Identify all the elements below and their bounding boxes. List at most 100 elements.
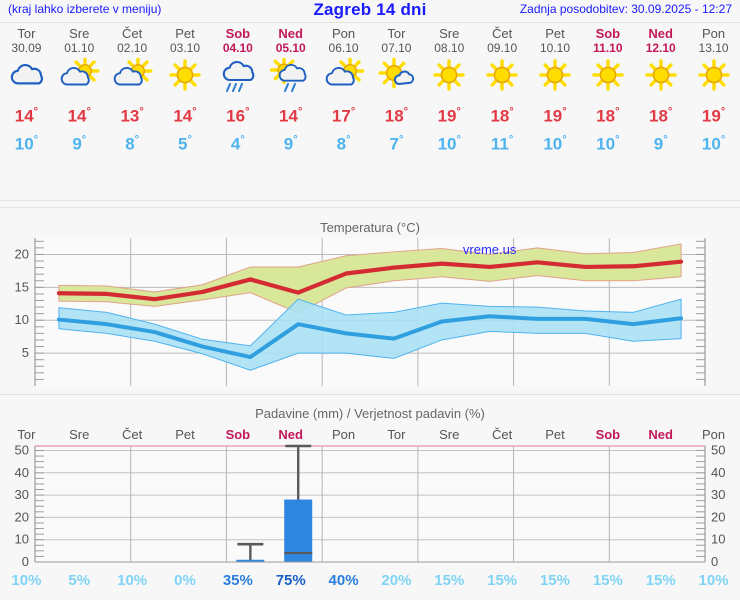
day-date: 07.10 <box>381 41 412 55</box>
weather-icon-slot <box>423 58 476 96</box>
day-min-temperature: 10° <box>701 133 726 154</box>
temperature-chart: 5 10 15 20 vreme.us <box>0 236 740 388</box>
weather-icon-slot <box>317 58 370 96</box>
day-max-temperature: 18° <box>490 106 514 126</box>
day-name: Čet <box>492 26 513 41</box>
day-name: Pet <box>545 26 565 41</box>
precipitation-probability: 0% <box>174 572 196 589</box>
precipitation-day-label: Sre <box>439 427 460 442</box>
day-date: 05.10 <box>275 41 306 55</box>
day-date: 06.10 <box>328 41 359 55</box>
page-header: (kraj lahko izberete v meniju) Zagreb 14… <box>0 0 740 22</box>
partly-sunny-icon <box>322 58 366 94</box>
precipitation-probability: 40% <box>328 572 359 589</box>
header-divider <box>0 22 740 23</box>
precipitation-chart-title: Padavine (mm) / Verjetnost padavin (%) <box>255 406 485 421</box>
sunny-icon <box>163 58 207 94</box>
precipitation-day-label: Tor <box>17 427 36 442</box>
day-min-temperature: 7° <box>389 133 404 154</box>
day-column[interactable]: Pet 03.10 14° 5° <box>159 26 212 155</box>
svg-text:40: 40 <box>15 465 29 480</box>
strip-divider-top <box>0 200 740 201</box>
day-min-temperature: 9° <box>72 133 87 154</box>
day-min-temperature: 10° <box>596 133 620 154</box>
day-column[interactable]: Tor 30.09 14° 10° <box>0 26 53 155</box>
day-column[interactable]: Čet 02.10 13° 8° <box>106 26 159 155</box>
day-name: Pon <box>701 26 726 41</box>
day-max-temperature: 18° <box>384 106 409 126</box>
svg-text:20: 20 <box>15 246 29 261</box>
location-menu-note: (kraj lahko izberete v meniju) <box>8 2 162 16</box>
day-column[interactable]: Tor 07.10 18° 7° <box>370 26 423 155</box>
precipitation-day-label: Pon <box>331 427 356 442</box>
weather-icon-slot <box>634 58 687 96</box>
day-column[interactable]: Pon 06.10 17° 8° <box>317 26 370 155</box>
day-column[interactable]: Sob 11.10 18° 10° <box>581 26 634 155</box>
partly-sunny-icon <box>57 58 101 94</box>
precipitation-day-label: Pet <box>545 427 565 442</box>
svg-text:50: 50 <box>15 444 29 457</box>
svg-text:0: 0 <box>22 554 29 569</box>
day-min-temperature: 10° <box>437 133 461 154</box>
day-date: 30.09 <box>11 41 42 55</box>
day-date: 11.10 <box>593 41 623 55</box>
day-column[interactable]: Sre 01.10 14° 9° <box>53 26 106 155</box>
precipitation-probability: 35% <box>222 572 253 589</box>
sun-small-cloud-icon <box>374 58 418 94</box>
day-name: Ned <box>278 26 303 41</box>
svg-text:0: 0 <box>711 554 718 569</box>
svg-text:20: 20 <box>711 509 725 524</box>
precipitation-day-label: Ned <box>278 427 303 442</box>
day-max-temperature: 13° <box>120 106 144 126</box>
day-date: 04.10 <box>222 41 253 55</box>
day-max-temperature: 18° <box>596 106 620 126</box>
cloudy-icon <box>4 58 48 94</box>
day-max-temperature: 14° <box>14 106 39 126</box>
weather-icon-slot <box>370 58 423 96</box>
weather-icon-slot <box>0 58 53 96</box>
precipitation-day-label: Sob <box>595 427 621 442</box>
precipitation-day-label: Sob <box>225 427 251 442</box>
svg-text:30: 30 <box>711 487 725 502</box>
temperature-plot-area: 5 10 15 20 vreme.us <box>15 238 706 386</box>
day-max-temperature: 19° <box>543 106 567 126</box>
weather-icon-slot <box>687 58 740 96</box>
strip-divider-bottom <box>0 207 740 208</box>
weather-icon-slot <box>53 58 106 96</box>
precipitation-probability: 15% <box>645 572 676 589</box>
partly-sunny-icon <box>110 58 154 94</box>
day-max-temperature: 14° <box>67 106 91 126</box>
last-update-label: Zadnja posodobitev: 30.09.2025 - 12:27 <box>519 2 732 16</box>
weather-icon-slot <box>529 58 582 96</box>
day-max-temperature: 18° <box>649 106 673 126</box>
svg-text:40: 40 <box>711 465 725 480</box>
weather-icon-slot <box>159 58 212 96</box>
day-column[interactable]: Čet 09.10 18° 11° <box>476 26 529 155</box>
weather-icon-slot <box>264 58 317 96</box>
day-column[interactable]: Pet 10.10 19° 10° <box>529 26 582 155</box>
precipitation-day-label: Čet <box>122 427 143 442</box>
day-column[interactable]: Ned 12.10 18° 9° <box>634 26 687 155</box>
day-max-temperature: 14° <box>173 106 197 126</box>
day-min-temperature: 9° <box>653 133 668 154</box>
day-column[interactable]: Ned 05.10 14° 9° <box>264 26 317 155</box>
day-column[interactable]: Sob 04.10 16° 4° <box>211 26 264 155</box>
day-column[interactable]: Sre 08.10 19° 10° <box>423 26 476 155</box>
day-column[interactable]: Pon 13.10 19° 10° <box>687 26 740 155</box>
day-name: Sre <box>69 26 90 41</box>
precipitation-day-label: Čet <box>492 427 513 442</box>
day-name: Čet <box>122 26 143 41</box>
weather-icon-slot <box>106 58 159 96</box>
precipitation-day-label: Pon <box>701 427 726 442</box>
precipitation-probability: 10% <box>117 572 148 589</box>
precipitation-plot-area: 0 0 10 10 20 20 30 30 40 40 50 50 <box>15 444 726 569</box>
day-name: Tor <box>387 26 406 41</box>
day-name: Tor <box>17 26 36 41</box>
day-name: Sob <box>595 26 621 41</box>
day-name: Sre <box>439 26 460 41</box>
svg-text:5: 5 <box>22 345 29 360</box>
precipitation-day-label: Pet <box>175 427 195 442</box>
sun-rain-icon <box>269 58 313 94</box>
precipitation-day-label: Ned <box>648 427 673 442</box>
